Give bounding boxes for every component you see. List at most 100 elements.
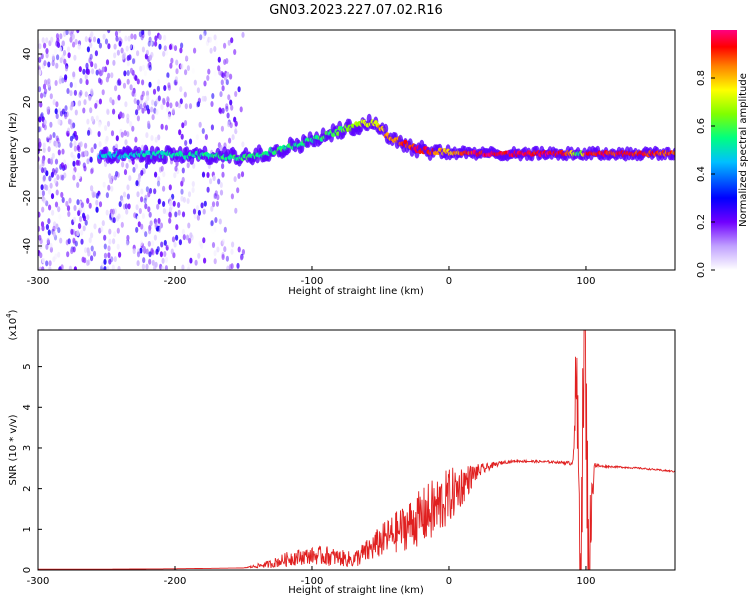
noise-point — [148, 251, 152, 258]
noise-point — [162, 97, 166, 104]
noise-point — [77, 210, 81, 217]
noise-point — [66, 251, 70, 258]
noise-point — [57, 251, 61, 258]
noise-point — [121, 161, 125, 168]
noise-point — [132, 248, 136, 255]
noise-point — [221, 107, 225, 114]
noise-point — [203, 257, 207, 264]
noise-point — [139, 247, 143, 254]
noise-point — [165, 209, 169, 216]
noise-point — [152, 88, 157, 95]
noise-point — [63, 172, 67, 179]
noise-point — [221, 171, 225, 178]
snr-multiplier-base: (x10 — [8, 318, 19, 341]
noise-point — [54, 48, 58, 55]
noise-point — [166, 72, 170, 79]
noise-point — [185, 55, 189, 62]
noise-point — [218, 218, 222, 225]
noise-point — [42, 142, 46, 149]
noise-point — [98, 201, 103, 208]
noise-point — [126, 193, 130, 200]
noise-point — [61, 64, 65, 71]
noise-point — [69, 90, 73, 97]
y-tick-label: 0 — [22, 147, 33, 153]
noise-point — [177, 102, 181, 109]
noise-point — [182, 196, 186, 203]
noise-point — [45, 260, 49, 267]
noise-point — [120, 197, 124, 204]
noise-point — [174, 165, 178, 172]
noise-point — [93, 143, 97, 150]
noise-point — [217, 65, 221, 72]
noise-point — [102, 181, 106, 188]
noise-point — [86, 46, 90, 53]
noise-point — [107, 184, 111, 191]
noise-point — [194, 259, 198, 266]
noise-point — [52, 225, 56, 232]
noise-point — [88, 237, 92, 244]
noise-point — [124, 35, 128, 42]
noise-point — [114, 30, 119, 37]
noise-point — [84, 247, 88, 254]
noise-point — [59, 110, 64, 117]
noise-point — [131, 90, 135, 97]
noise-point — [136, 191, 140, 198]
noise-point — [165, 106, 170, 113]
noise-point — [161, 257, 165, 264]
noise-point — [146, 104, 150, 111]
noise-point — [206, 186, 210, 193]
noise-point — [44, 88, 48, 95]
noise-point — [183, 91, 187, 98]
noise-point — [110, 185, 114, 192]
noise-point — [48, 175, 52, 182]
noise-point — [154, 40, 158, 47]
noise-point — [139, 103, 143, 110]
noise-point — [59, 33, 63, 40]
noise-point — [100, 226, 104, 233]
noise-point — [142, 168, 146, 175]
noise-point — [165, 244, 169, 251]
noise-point — [101, 220, 105, 227]
x-tick-label: 0 — [446, 276, 452, 287]
noise-point — [65, 30, 69, 36]
noise-point — [184, 140, 188, 146]
x-tick-label: -200 — [164, 276, 187, 287]
noise-point — [41, 160, 45, 167]
noise-point — [111, 264, 115, 270]
y-tick-label: 0 — [22, 567, 33, 573]
noise-point — [229, 73, 233, 80]
noise-point — [168, 44, 173, 51]
noise-point — [189, 232, 193, 239]
noise-point — [42, 175, 46, 181]
noise-point — [58, 228, 63, 235]
noise-point — [129, 121, 133, 127]
noise-point — [58, 78, 62, 85]
noise-point — [179, 86, 183, 93]
noise-point — [61, 148, 65, 155]
noise-point — [149, 220, 153, 227]
noise-point — [58, 46, 62, 53]
noise-point — [149, 40, 153, 47]
noise-point — [51, 209, 55, 216]
noise-point — [90, 147, 94, 154]
noise-point — [130, 33, 134, 40]
noise-point — [84, 91, 88, 98]
noise-point — [126, 60, 130, 67]
noise-point — [216, 194, 220, 201]
noise-point — [140, 34, 144, 41]
noise-point — [93, 191, 97, 198]
noise-point — [181, 211, 186, 218]
noise-point — [103, 234, 107, 241]
noise-point — [162, 171, 166, 178]
noise-point — [175, 101, 179, 108]
noise-point — [198, 240, 202, 247]
noise-point — [70, 248, 74, 255]
noise-point — [144, 203, 148, 210]
noise-point — [77, 146, 81, 153]
noise-point — [52, 132, 56, 138]
noise-point — [69, 119, 73, 126]
noise-point — [187, 222, 191, 229]
noise-point — [134, 75, 138, 81]
noise-point — [137, 104, 141, 111]
